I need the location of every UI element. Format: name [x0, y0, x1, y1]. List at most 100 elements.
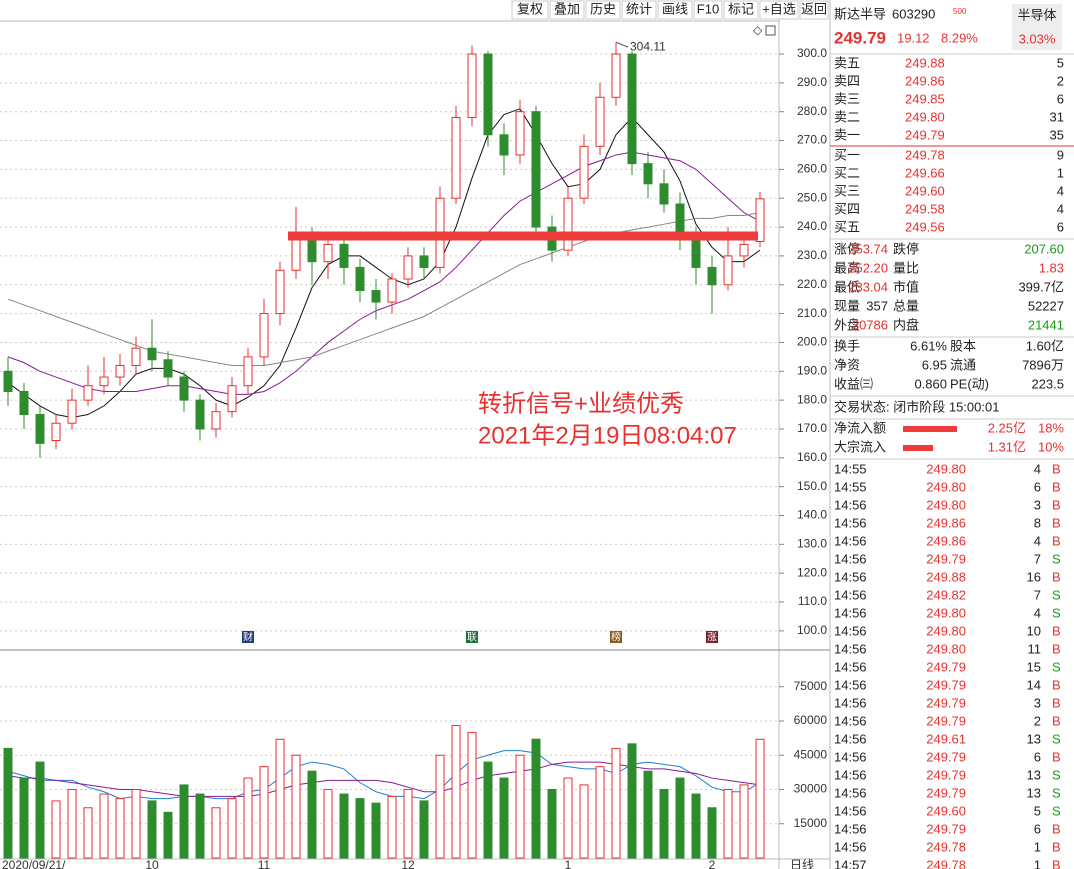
tick-price: 249.88 [926, 569, 966, 584]
candle-body [387, 278, 397, 303]
event-label[interactable]: 联 [467, 632, 477, 644]
event-label[interactable]: 涨 [707, 632, 717, 644]
annotation: 转折信号+业绩优秀 [478, 390, 684, 417]
candle-body [643, 163, 653, 185]
toolbar-button[interactable] [585, 0, 621, 20]
event-marker[interactable] [706, 631, 718, 643]
tick-side: S [1052, 785, 1061, 800]
toolbar-button[interactable] [511, 0, 549, 20]
tick-volume: 15 [1027, 659, 1041, 674]
book-price: 249.66 [905, 165, 945, 180]
toolbar-label[interactable]: F10 [697, 1, 719, 16]
y-tick-label: 230.0 [797, 248, 827, 262]
tick-side: S [1052, 731, 1061, 746]
toolbar-button[interactable] [759, 0, 799, 20]
event-marker[interactable] [610, 631, 622, 643]
volume-bar [579, 784, 589, 859]
candle-body [35, 414, 45, 444]
toolbar-label[interactable]: 返回 [801, 1, 827, 16]
volume-bar [739, 784, 749, 859]
tick-time: 14:56 [834, 713, 867, 728]
toolbar-label[interactable]: 叠加 [554, 1, 580, 16]
book-label: 卖一 [834, 127, 860, 142]
tick-price: 249.79 [926, 695, 966, 710]
event-label[interactable]: 财 [243, 631, 253, 644]
candle-body [499, 134, 509, 156]
volume-bar [83, 807, 93, 859]
tick-volume: 3 [1034, 497, 1041, 512]
book-price: 249.58 [905, 201, 945, 216]
stat-label: 内盘 [893, 317, 919, 332]
tick-time: 14:56 [834, 659, 867, 674]
icon-diamond[interactable]: ◇ [753, 23, 763, 37]
y-tick-label: 250.0 [797, 190, 827, 204]
ma-line [7, 212, 761, 367]
flow-amount: 1.31亿 [988, 439, 1026, 454]
tick-price: 249.78 [926, 839, 966, 854]
y-tick-label: 280.0 [797, 104, 827, 118]
stat-value: 30786 [852, 317, 888, 332]
volume-bar [675, 777, 685, 859]
volume-bar [227, 798, 237, 859]
volume-bar [147, 800, 157, 859]
stat-value: 399.7亿 [1018, 279, 1064, 294]
pct: 8.29% [941, 30, 978, 45]
peak-label: 304.11 [630, 39, 666, 53]
stat-label: 总量 [893, 298, 919, 313]
event-marker[interactable] [466, 631, 478, 643]
event-label[interactable]: 榜 [611, 631, 621, 644]
tick-side: B [1052, 713, 1061, 728]
tick-price: 249.79 [926, 659, 966, 674]
tick-time: 14:56 [834, 839, 867, 854]
flow-label: 大宗流入 [834, 439, 886, 454]
tick-time: 14:56 [834, 677, 867, 692]
tick-volume: 6 [1034, 749, 1041, 764]
tick-volume: 7 [1034, 587, 1041, 602]
y-tick-label: 120.0 [797, 565, 827, 579]
toolbar-label[interactable]: 统计 [626, 1, 652, 16]
event-marker[interactable] [242, 631, 254, 643]
stat-label: 市值 [893, 279, 919, 294]
stock-name: 斯达半导 [834, 6, 886, 21]
volume-bar [595, 766, 605, 859]
candle-body [83, 385, 93, 401]
candle-body [659, 183, 669, 205]
toolbar-button[interactable] [799, 0, 829, 20]
tick-side: B [1052, 839, 1061, 854]
period-label[interactable]: 日线 [790, 858, 814, 869]
sector-box [1012, 4, 1062, 50]
volume-bar [243, 777, 253, 859]
candle-body [723, 255, 733, 286]
volume-bar [723, 788, 733, 859]
tick-price: 249.80 [926, 641, 966, 656]
toolbar-button[interactable] [693, 0, 723, 20]
candle-body [323, 243, 333, 263]
stat-value: 0.860 [914, 376, 947, 391]
tick-side: S [1052, 605, 1061, 620]
toolbar-label[interactable]: 画线 [662, 1, 688, 16]
toolbar-button[interactable] [723, 0, 759, 20]
change: 19.12 [897, 30, 930, 45]
toolbar-label[interactable]: 复权 [517, 1, 543, 16]
book-volume: 5 [1057, 55, 1064, 70]
icon-box[interactable] [765, 25, 776, 36]
stat-value: 21441 [1028, 317, 1064, 332]
candle-body [515, 111, 525, 156]
tick-side: B [1052, 533, 1061, 548]
annotation: 2021年2月19日08:04:07 [478, 422, 737, 449]
toolbar-button[interactable] [621, 0, 657, 20]
toolbar-label[interactable]: 历史 [590, 1, 616, 16]
toolbar-label[interactable]: +自选 [762, 1, 796, 16]
tick-side: B [1052, 515, 1061, 530]
toolbar-button[interactable] [549, 0, 585, 20]
volume-bar [307, 770, 317, 859]
tick-time: 14:56 [834, 749, 867, 764]
book-volume: 4 [1057, 201, 1064, 216]
sector-pct: 3.03% [1019, 31, 1056, 46]
candle-body [627, 53, 637, 165]
toolbar-button[interactable] [657, 0, 693, 20]
toolbar-label[interactable]: 标记 [728, 1, 754, 16]
x-tick-label: 2020/09/21/ [2, 858, 66, 869]
volume-bar [339, 793, 349, 859]
tick-volume: 6 [1034, 479, 1041, 494]
